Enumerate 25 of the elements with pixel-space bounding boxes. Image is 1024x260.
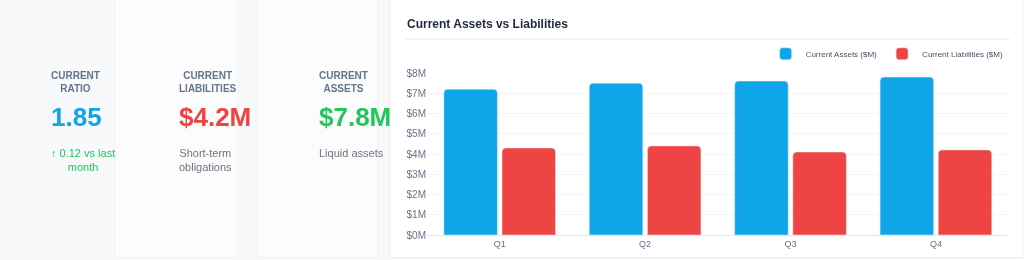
text: CURRENT ASSETS: [319, 70, 368, 94]
text: 1.85: [51, 102, 102, 132]
text: CURRENT RATIO: [51, 70, 100, 94]
y-tick-label: $8M: [406, 67, 426, 79]
text: $7.8M: [319, 102, 392, 132]
y-tick-label: $6M: [406, 108, 426, 119]
text: CURRENT LIABILITIES: [179, 70, 237, 94]
y-tick-label: $1M: [406, 209, 426, 221]
legend-label: Current Liabilities ($M): [922, 49, 1003, 59]
x-tick-label: Q3: [784, 238, 797, 249]
x-tick-label: Q4: [929, 238, 942, 249]
y-tick-label: $4M: [406, 148, 426, 160]
text: ↑ 0.12 vs last month: [51, 147, 116, 174]
legend-label: Current Assets ($M): [805, 49, 878, 59]
y-tick-label: $3M: [406, 168, 426, 180]
x-tick-label: Q2: [639, 238, 652, 249]
text: Liquid assets: [319, 147, 384, 159]
chart-title: Current Assets vs Liabilities: [407, 17, 569, 31]
y-tick-label: $5M: [406, 128, 426, 140]
y-tick-label: $0M: [406, 229, 426, 241]
y-tick-label: $7M: [406, 87, 426, 99]
text: Short-term obligations: [179, 147, 233, 174]
x-tick-label: Q1: [493, 238, 506, 249]
text: $4.2M: [179, 102, 252, 132]
y-tick-label: $2M: [406, 189, 426, 200]
